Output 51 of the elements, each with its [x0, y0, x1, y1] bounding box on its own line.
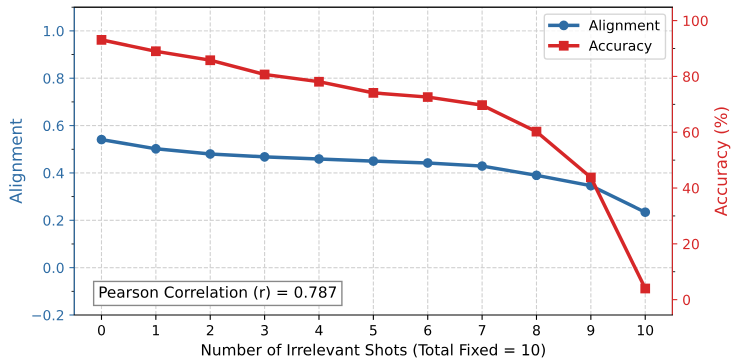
point: [368, 156, 378, 166]
x-tick-label: 4: [315, 325, 323, 336]
point: [422, 158, 433, 168]
point: [96, 34, 106, 45]
point: [477, 161, 487, 171]
point: [422, 92, 433, 102]
y-tick-label: −0.2: [32, 310, 64, 320]
x-tick-label: 1: [152, 325, 159, 336]
point: [314, 76, 324, 87]
y2-tick-label: 100: [684, 16, 708, 26]
point: [151, 46, 161, 56]
point: [586, 172, 596, 182]
point: [640, 284, 650, 294]
annotation: Pearson Correlation (r) = 0.787: [100, 286, 336, 300]
point: [532, 126, 542, 137]
x-tick-label: 10: [638, 324, 654, 336]
y-tick-label: 0.0: [43, 262, 64, 274]
y-tick-label: 0.6: [43, 120, 64, 132]
point: [640, 207, 650, 218]
y-tick-label: 0.2: [43, 215, 64, 226]
x-axis-title: Number of Irrelevant Shots (Total Fixed = 10): [202, 344, 545, 358]
y2-tick-label: 60: [683, 127, 699, 138]
x-tick-label: 8: [533, 324, 540, 336]
x-tick-label: 9: [587, 324, 594, 336]
y2-tick-label: 40: [682, 183, 699, 194]
x-tick-label: 3: [261, 324, 268, 336]
y-tick-label: 1.0: [44, 26, 64, 36]
x-tick-label: 6: [424, 324, 432, 336]
point: [368, 88, 378, 98]
y2-tick-label: 80: [683, 71, 699, 82]
point: [260, 70, 270, 80]
y-tick-label: 0.4: [43, 168, 64, 178]
point: [532, 170, 542, 180]
point: [96, 134, 106, 144]
y2-tick-label: 0: [683, 294, 690, 306]
point: [205, 55, 216, 66]
point: [477, 100, 487, 110]
legend-label: Alignment: [588, 20, 660, 34]
x-tick-label: 0: [98, 324, 105, 336]
y2-tick-label: 20: [683, 238, 699, 250]
point: [151, 144, 161, 154]
y2-axis-title: Accuracy (%): [714, 107, 730, 216]
point: [260, 152, 270, 162]
point: [205, 149, 216, 159]
y-axis-title: Alignment: [9, 118, 26, 204]
y-tick-label: 0.8: [43, 73, 64, 84]
x-tick-label: 7: [478, 325, 486, 336]
x-tick-label: 5: [370, 325, 377, 336]
point: [314, 154, 324, 164]
legend-label: Accuracy: [588, 40, 652, 54]
x-tick-label: 2: [206, 324, 214, 336]
